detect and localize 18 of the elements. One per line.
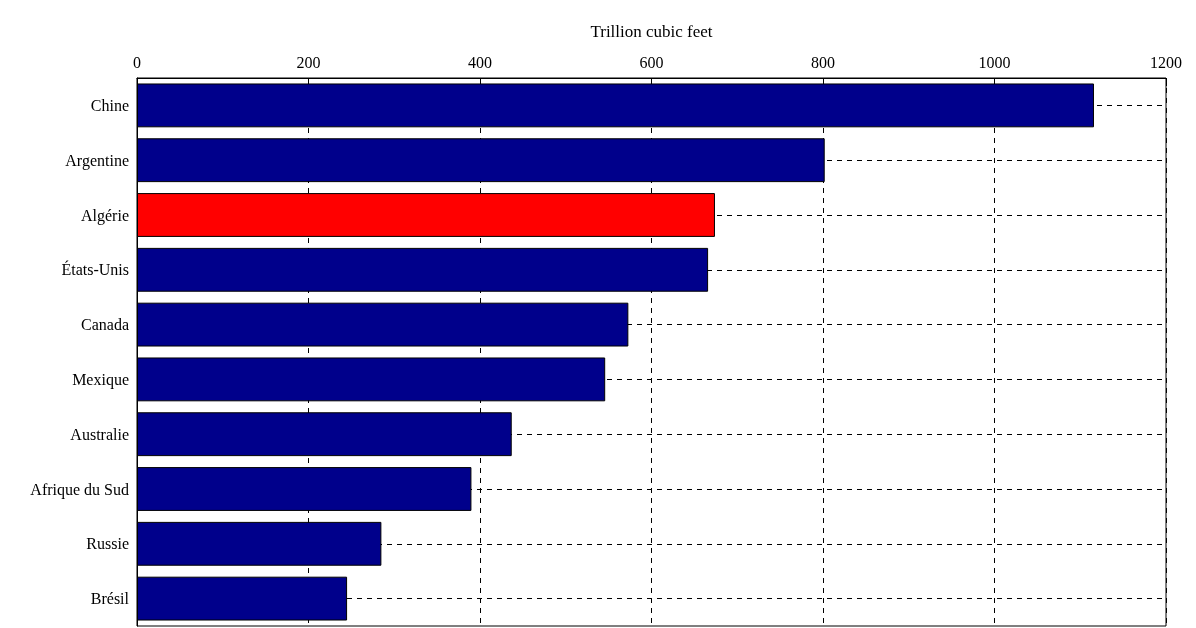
y-tick-label: Australie [70, 425, 129, 443]
x-axis-title: Trillion cubic feet [590, 22, 713, 41]
x-tick-label: 1000 [978, 53, 1011, 71]
y-tick-label: États-Unis [61, 260, 129, 279]
x-tick-label: 200 [296, 53, 321, 71]
x-tick-label: 800 [811, 53, 835, 71]
y-tick-label: Mexique [72, 370, 129, 389]
y-tick-label: Canada [81, 316, 129, 334]
x-tick-label: 600 [639, 53, 664, 71]
x-tick-label: 400 [468, 53, 492, 71]
y-tick-label: Argentine [65, 151, 129, 170]
y-tick-label: Chine [90, 96, 129, 114]
x-tick-label: 0 [133, 53, 141, 71]
y-tick-label: Algérie [81, 206, 129, 225]
y-tick-label: Afrique du Sud [30, 480, 129, 499]
y-tick-label: Brésil [90, 590, 130, 608]
y-tick-label: Russie [86, 535, 129, 553]
x-tick-label: 1200 [1150, 53, 1182, 71]
